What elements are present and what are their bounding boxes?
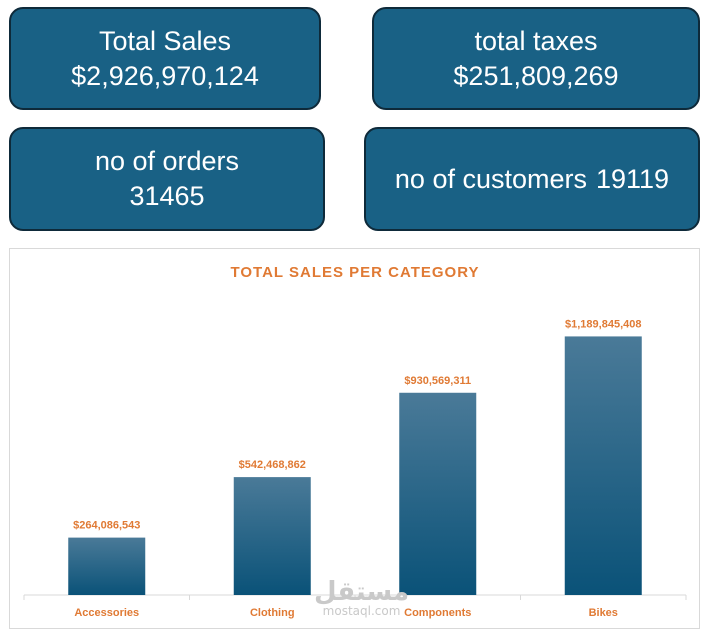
total-sales-card: Total Sales $2,926,970,124 (9, 7, 321, 110)
category-label-components: Components (404, 607, 471, 619)
total-sales-label: Total Sales (98, 25, 232, 56)
category-label-bikes: Bikes (589, 607, 618, 619)
data-label-clothing: $542,468,862 (239, 459, 306, 471)
data-label-components: $930,569,311 (404, 375, 471, 387)
total-taxes-label: total taxes (474, 25, 598, 56)
bar-components (399, 392, 477, 595)
data-label-bikes: $1,189,845,408 (565, 318, 641, 330)
customers-line: no of customers 19119 (395, 162, 669, 197)
category-label-clothing: Clothing (250, 607, 295, 619)
chart-title: TOTAL SALES PER CATEGORY (230, 264, 479, 281)
customers-label: no of customers (394, 163, 587, 194)
total-taxes-card: total taxes $251,809,269 (372, 7, 700, 110)
category-label-accessories: Accessories (74, 607, 139, 619)
bar-clothing (233, 477, 311, 595)
orders-value: 31465 (129, 181, 205, 211)
chart-canvas: TOTAL SALES PER CATEGORY $264,086,543 Acc… (23, 264, 687, 619)
customers-value: 19119 (596, 163, 670, 194)
bar-accessories (68, 537, 146, 595)
orders-card: no of orders 31465 (9, 127, 325, 231)
data-label-accessories: $264,086,543 (73, 520, 140, 532)
bar-bikes (564, 336, 642, 595)
total-sales-value: $2,926,970,124 (71, 60, 259, 91)
orders-label: no of orders (94, 146, 240, 176)
sales-by-category-chart: TOTAL SALES PER CATEGORY $264,086,543 Acc… (9, 248, 700, 629)
customers-card: no of customers 19119 (364, 127, 700, 231)
total-taxes-value: $251,809,269 (453, 60, 619, 91)
bars-layer: $264,086,543 Accessories $542,468,862 Cloth… (23, 318, 687, 619)
